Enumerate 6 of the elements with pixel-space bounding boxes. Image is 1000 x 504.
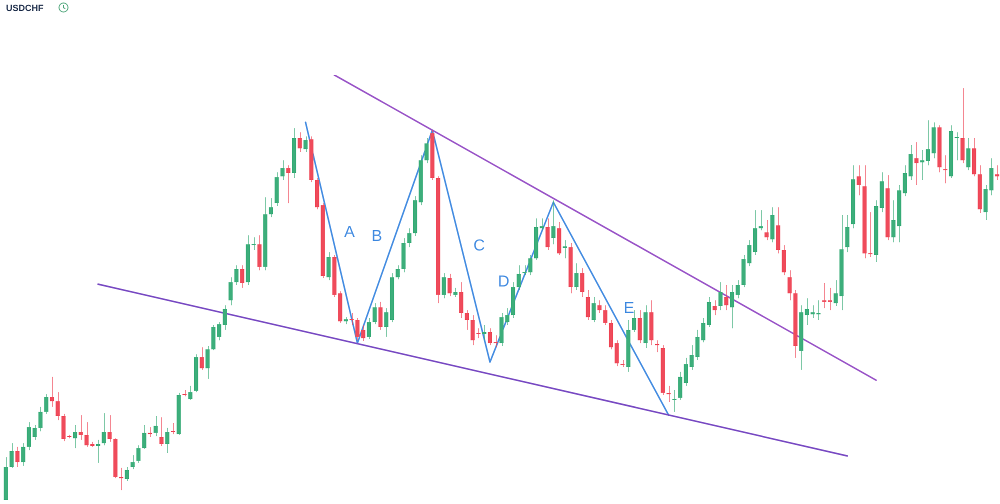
annotation: A <box>344 224 356 242</box>
chart-title: USDCHF <box>6 3 44 13</box>
annotation: B <box>372 228 382 246</box>
annotation: C <box>473 238 485 255</box>
annotation: E <box>624 300 634 318</box>
annotation: D <box>498 274 510 291</box>
